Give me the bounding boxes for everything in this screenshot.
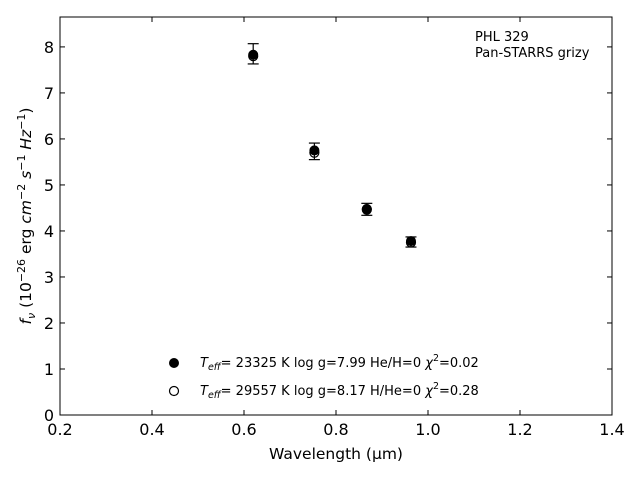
legend-entry-1: Teff= 23325 K log g=7.99 He/H=0 χ2=0.02 <box>200 353 479 373</box>
plot-frame <box>59 16 613 416</box>
y-tick-label: 7 <box>44 84 54 103</box>
x-tick-label: 1.0 <box>415 420 440 439</box>
y-tick-label: 6 <box>44 130 54 149</box>
x-tick-label: 1.4 <box>599 420 624 439</box>
y-tick-label: 3 <box>44 268 54 287</box>
y-tick-label: 2 <box>44 314 54 333</box>
y-tick-label: 5 <box>44 176 54 195</box>
x-tick-label: 1.2 <box>507 420 532 439</box>
legend-filled-marker <box>169 358 179 368</box>
x-tick-label: 0.8 <box>323 420 348 439</box>
y-tick-label: 1 <box>44 360 54 379</box>
x-tick-label: 0.4 <box>139 420 164 439</box>
model-point-open <box>309 147 320 158</box>
model-point-open <box>405 237 417 248</box>
legend: Teff= 23325 K log g=7.99 He/H=0 χ2=0.02 … <box>168 353 479 401</box>
y-tick-label: 4 <box>44 222 54 241</box>
legend-entry-2: Teff= 29557 K log g=8.17 H/He=0 χ2=0.28 <box>200 381 479 401</box>
x-axis-label: Wavelength (μm) <box>269 445 403 463</box>
y-tick-label: 8 <box>44 38 54 57</box>
survey-name: Pan-STARRS grizy <box>475 46 590 61</box>
tick-labels: 0.2 0.4 0.6 0.8 1.0 1.2 1.4 0 1 2 3 4 5 6 7 8 <box>44 38 625 439</box>
x-tick-label: 0.2 <box>47 420 72 439</box>
error-bars <box>247 43 417 248</box>
legend-open-marker <box>168 385 180 397</box>
model-point-open <box>248 51 259 62</box>
model-point-open <box>361 204 372 215</box>
data-points <box>248 49 417 248</box>
y-axis-label: fν (10−26 erg cm−2 s−1 Hz−1) <box>15 108 38 325</box>
object-name: PHL 329 <box>475 30 529 45</box>
y-tick-label: 0 <box>44 406 54 425</box>
x-tick-label: 0.6 <box>231 420 256 439</box>
